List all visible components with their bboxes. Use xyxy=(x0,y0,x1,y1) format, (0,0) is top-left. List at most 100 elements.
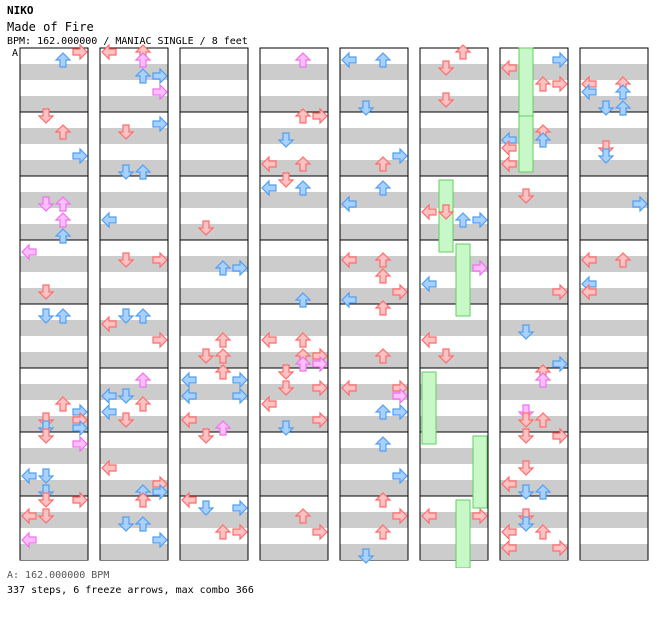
beat-band xyxy=(500,384,568,400)
beat-band xyxy=(20,384,88,400)
beat-band xyxy=(180,96,248,112)
bpm-legend: A: 162.000000 BPM xyxy=(7,570,110,581)
left-arrow-icon xyxy=(341,379,357,397)
right-arrow-icon xyxy=(72,147,88,165)
right-arrow-icon xyxy=(152,531,168,549)
beat-band xyxy=(340,64,408,80)
beat-band xyxy=(580,320,648,336)
beat-band xyxy=(500,352,568,368)
right-arrow-icon xyxy=(632,195,648,213)
down-arrow-icon xyxy=(197,220,215,236)
beat-band xyxy=(340,480,408,496)
beat-band xyxy=(100,512,168,528)
beat-band xyxy=(580,480,648,496)
down-arrow-icon xyxy=(197,500,215,516)
up-arrow-icon xyxy=(534,132,552,148)
right-arrow-icon xyxy=(552,355,568,373)
beat-band xyxy=(580,384,648,400)
up-arrow-icon xyxy=(54,396,72,412)
down-arrow-icon xyxy=(117,516,135,532)
left-arrow-icon xyxy=(21,507,37,525)
right-arrow-icon xyxy=(152,67,168,85)
up-arrow-icon xyxy=(134,52,152,68)
down-arrow-icon xyxy=(437,92,455,108)
beat-band xyxy=(340,448,408,464)
left-arrow-icon xyxy=(181,371,197,389)
up-arrow-icon xyxy=(374,348,392,364)
down-arrow-icon xyxy=(517,412,535,428)
down-arrow-icon xyxy=(117,164,135,180)
beat-band xyxy=(260,320,328,336)
beat-band xyxy=(180,320,248,336)
down-arrow-icon xyxy=(597,100,615,116)
down-arrow-icon xyxy=(37,284,55,300)
down-arrow-icon xyxy=(517,460,535,476)
up-arrow-icon xyxy=(214,348,232,364)
left-arrow-icon xyxy=(101,403,117,421)
beat-band xyxy=(500,512,568,528)
down-arrow-icon xyxy=(37,108,55,124)
beat-band xyxy=(20,96,88,112)
up-arrow-icon xyxy=(534,524,552,540)
down-arrow-icon xyxy=(517,324,535,340)
chart-info: BPM: 162.000000 / MANIAC SINGLE / 8 feet xyxy=(7,36,248,47)
left-arrow-icon xyxy=(101,43,117,61)
beat-band xyxy=(340,224,408,240)
right-arrow-icon xyxy=(392,403,408,421)
up-arrow-icon xyxy=(214,332,232,348)
down-arrow-icon xyxy=(37,196,55,212)
left-arrow-icon xyxy=(501,139,517,157)
down-arrow-icon xyxy=(37,508,55,524)
down-arrow-icon xyxy=(277,172,295,188)
beat-band xyxy=(180,448,248,464)
down-arrow-icon xyxy=(517,516,535,532)
beat-band xyxy=(100,384,168,400)
beat-band xyxy=(180,192,248,208)
left-arrow-icon xyxy=(261,155,277,173)
up-arrow-icon xyxy=(374,300,392,316)
down-arrow-icon xyxy=(197,348,215,364)
bpm-marker: A xyxy=(12,48,19,59)
down-arrow-icon xyxy=(437,60,455,76)
beat-band xyxy=(20,192,88,208)
right-arrow-icon xyxy=(392,147,408,165)
left-arrow-icon xyxy=(501,155,517,173)
up-arrow-icon xyxy=(294,180,312,196)
beat-band xyxy=(20,448,88,464)
beat-band xyxy=(100,352,168,368)
beat-band xyxy=(260,480,328,496)
beat-band xyxy=(580,448,648,464)
beat-band xyxy=(260,128,328,144)
down-arrow-icon xyxy=(357,100,375,116)
beat-band xyxy=(100,192,168,208)
up-arrow-icon xyxy=(54,228,72,244)
right-arrow-icon xyxy=(72,43,88,61)
right-arrow-icon xyxy=(472,211,488,229)
beat-band xyxy=(260,384,328,400)
beat-band xyxy=(340,352,408,368)
left-arrow-icon xyxy=(101,387,117,405)
beat-band xyxy=(20,480,88,496)
down-arrow-icon xyxy=(117,412,135,428)
beat-band xyxy=(260,224,328,240)
beat-band xyxy=(420,96,488,112)
up-arrow-icon xyxy=(534,412,552,428)
up-arrow-icon xyxy=(214,420,232,436)
beat-band xyxy=(580,96,648,112)
beat-band xyxy=(420,416,488,432)
down-arrow-icon xyxy=(277,380,295,396)
up-arrow-icon xyxy=(374,52,392,68)
up-arrow-icon xyxy=(374,180,392,196)
up-arrow-icon xyxy=(454,212,472,228)
beat-band xyxy=(180,512,248,528)
beat-band xyxy=(20,288,88,304)
beat-band xyxy=(340,384,408,400)
beat-band xyxy=(580,288,648,304)
beat-band xyxy=(580,416,648,432)
beat-band xyxy=(500,288,568,304)
left-arrow-icon xyxy=(341,195,357,213)
left-arrow-icon xyxy=(261,179,277,197)
down-arrow-icon xyxy=(597,148,615,164)
beat-band xyxy=(180,480,248,496)
beat-band xyxy=(340,544,408,560)
